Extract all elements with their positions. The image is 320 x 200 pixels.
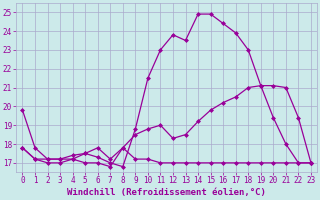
- X-axis label: Windchill (Refroidissement éolien,°C): Windchill (Refroidissement éolien,°C): [67, 188, 266, 197]
